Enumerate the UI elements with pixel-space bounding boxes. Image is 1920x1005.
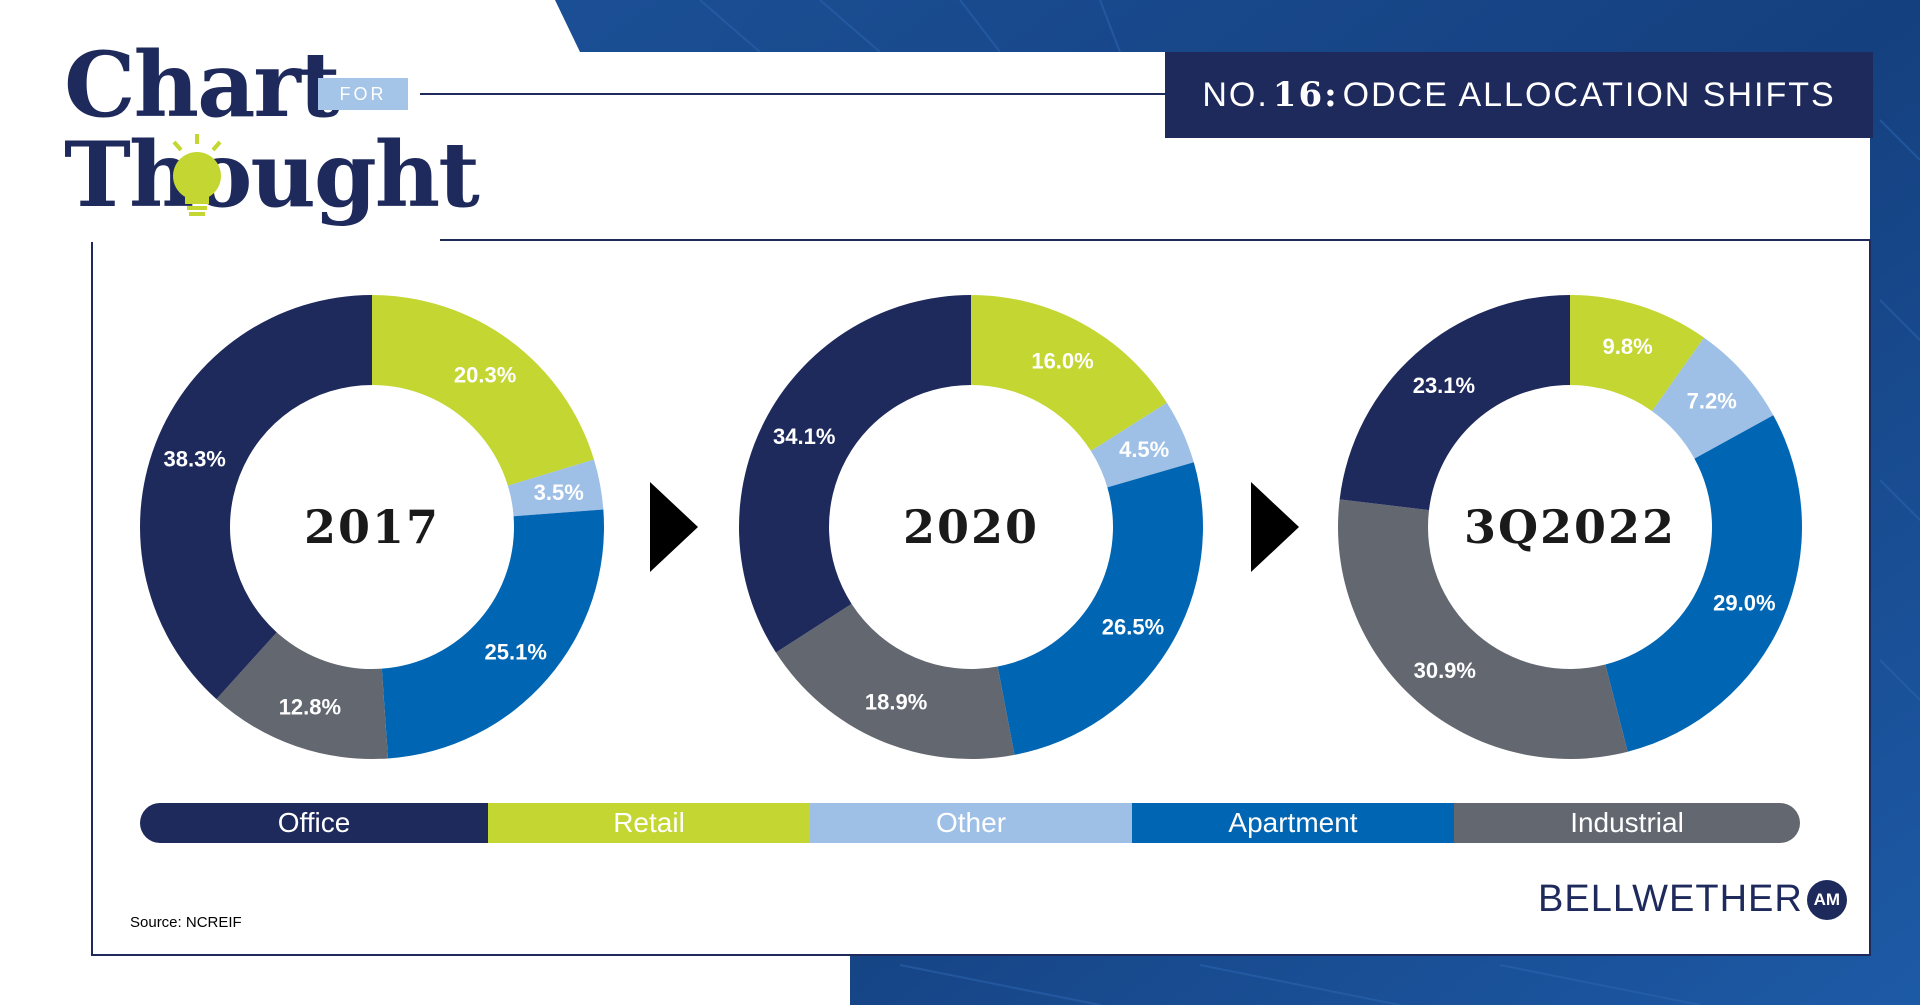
slice-other (1652, 337, 1774, 459)
legend-bar: Office Retail Other Apartment Industrial (140, 803, 1800, 843)
logo-chart-word: Chart (64, 32, 340, 138)
slice-other (507, 459, 604, 517)
legend-item-industrial: Industrial (1454, 803, 1800, 843)
data-label-office: 38.3% (163, 447, 225, 472)
slice-apartment (997, 462, 1203, 755)
chart-title: 2020 (903, 500, 1039, 554)
data-label-other: 4.5% (1119, 437, 1169, 462)
slice-retail (1570, 295, 1704, 412)
slice-office (1339, 295, 1571, 511)
logo-thought-word: Thought (64, 122, 480, 228)
chart-title: 2017 (304, 500, 440, 554)
legend-item-apartment: Apartment (1132, 803, 1454, 843)
data-label-retail: 20.3% (454, 362, 516, 387)
legend-item-office: Office (140, 803, 488, 843)
content-panel-border (91, 239, 1871, 956)
legend-item-other: Other (810, 803, 1132, 843)
logo-for-badge: FOR (318, 78, 408, 110)
slice-industrial (216, 632, 389, 760)
data-label-other: 3.5% (534, 480, 584, 505)
background-building-lines (699, 0, 1920, 1005)
slice-apartment (381, 509, 605, 759)
legend-item-retail: Retail (488, 803, 810, 843)
title-banner: NO. 16: ODCE ALLOCATION SHIFTS (1165, 52, 1873, 138)
slice-industrial (1338, 499, 1628, 759)
data-label-office: 34.1% (773, 424, 835, 449)
arrow-icon-2 (1251, 482, 1299, 572)
arrow-icon-1 (650, 482, 698, 572)
slice-other (1090, 402, 1194, 488)
title-text: ODCE ALLOCATION SHIFTS (1342, 75, 1836, 114)
slice-office (739, 295, 971, 653)
brand-name: BELLWETHER (1538, 878, 1803, 920)
logo-backdrop (40, 30, 440, 242)
data-label-retail: 16.0% (1031, 349, 1093, 374)
data-label-retail: 9.8% (1602, 334, 1652, 359)
slice-retail (372, 295, 594, 486)
data-label-industrial: 30.9% (1414, 658, 1476, 683)
data-label-apartment: 29.0% (1713, 590, 1775, 615)
data-label-industrial: 18.9% (865, 690, 927, 715)
source-note: Source: NCREIF (130, 914, 242, 931)
chart-title: 3Q2022 (1464, 500, 1676, 554)
slice-apartment (1605, 415, 1802, 752)
data-label-office: 23.1% (1413, 373, 1475, 398)
brand-badge: AM (1806, 879, 1847, 920)
title-number: 16: (1272, 75, 1339, 115)
lightbulb-icon (172, 134, 222, 216)
slice-retail (971, 295, 1167, 451)
data-label-industrial: 12.8% (279, 695, 341, 720)
slice-office (140, 295, 372, 700)
brand-logo: BELLWETHER AM (1538, 878, 1847, 921)
data-label-apartment: 25.1% (485, 639, 547, 664)
data-label-apartment: 26.5% (1102, 614, 1164, 639)
title-prefix: NO. (1202, 75, 1269, 114)
data-label-other: 7.2% (1687, 388, 1737, 413)
slice-industrial (775, 603, 1015, 759)
